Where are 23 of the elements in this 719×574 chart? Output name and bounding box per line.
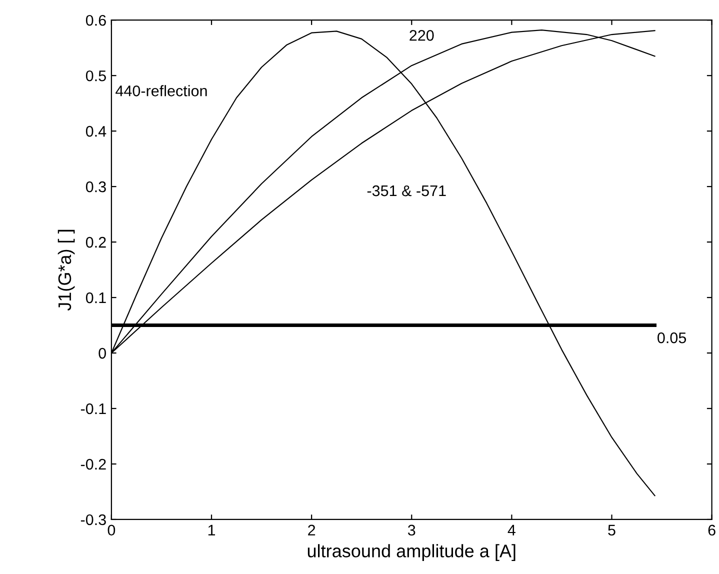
annotation: 220 [410,30,434,41]
y-tick-label: 0.1 [86,292,106,304]
y-tick-label: 0.4 [86,126,106,137]
y-tick-label: 0.6 [86,14,106,26]
y-tick-label: 0 [98,348,106,359]
x-tick-label: 1 [208,524,216,536]
x-tick-label: 3 [408,524,416,536]
annotation: -351 & -571 [367,185,446,196]
x-tick-label: 6 [708,524,716,536]
x-tick-label: 5 [608,524,616,536]
y-tick-label: 0.2 [86,236,106,248]
x-tick-label: 2 [308,524,316,536]
y-tick-label: -0.2 [80,458,106,470]
annotation: 440-reflection [116,85,207,96]
y-tick-label: -0.3 [80,514,106,526]
x-tick-label: 4 [508,524,516,536]
y-tick-label: 0.3 [86,181,106,192]
x-tick-label: 0 [108,524,116,536]
y-tick-label: -0.1 [80,403,106,414]
x-axis-title: ultrasound amplitude a [A] [308,544,516,561]
annotation: 0.05 [658,332,686,344]
y-axis-title: J1(G*a) [ ] [58,230,75,311]
y-tick-label: 0.5 [86,70,106,82]
